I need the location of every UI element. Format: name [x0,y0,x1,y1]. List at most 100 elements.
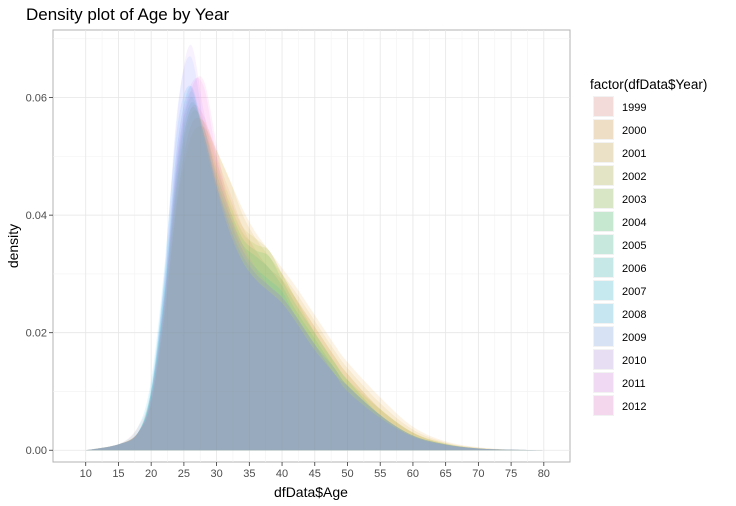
legend-key-background [593,326,614,347]
legend-key-background [593,165,614,186]
x-tick-label: 65 [440,468,452,480]
legend-item-2011: 2011 [593,372,646,393]
x-tick-label: 20 [145,468,157,480]
legend-item-2007: 2007 [593,280,646,301]
legend-swatch [594,350,613,369]
legend-swatch [594,235,613,254]
legend-key-background [593,395,614,416]
legend: 1999 2000 2001 2002 2003 2004 2005 2006 2007 2008… [593,96,646,416]
x-tick-label: 15 [112,468,124,480]
y-tick-label: 0.02 [26,328,47,340]
density-areas [85,44,544,451]
x-tick-label: 70 [472,468,484,480]
y-tick-label: 0.04 [26,210,47,222]
density-area-2010 [85,44,544,451]
x-tick-label: 30 [210,468,222,480]
legend-key-background [593,96,614,117]
legend-label: 2012 [622,401,646,413]
legend-swatch [594,304,613,323]
x-tick-label: 10 [80,468,92,480]
x-axis-ticks: 10 15 20 25 30 35 40 45 50 55 60 65 70 75 80 [80,462,550,480]
x-tick-label: 60 [407,468,419,480]
legend-key-background [593,303,614,324]
density-area-2004 [85,101,544,451]
legend-swatch [594,373,613,392]
x-axis-label: dfData$Age [274,484,348,500]
density-area-2000 [85,126,544,451]
legend-item-2005: 2005 [593,234,646,255]
legend-key-background [593,349,614,370]
legend-label: 2003 [622,194,646,206]
legend-item-2001: 2001 [593,142,646,163]
legend-item-2012: 2012 [593,395,646,416]
legend-swatch [594,97,613,116]
legend-item-2002: 2002 [593,165,646,186]
legend-item-2009: 2009 [593,326,646,347]
legend-key-background [593,142,614,163]
legend-key-background [593,234,614,255]
legend-swatch [594,212,613,231]
legend-item-2006: 2006 [593,257,646,278]
y-axis-label: density [5,224,21,268]
legend-label: 2006 [622,263,646,275]
legend-item-2008: 2008 [593,303,646,324]
density-area-1999 [85,104,544,451]
x-tick-label: 35 [243,468,255,480]
density-area-2008 [85,85,544,451]
density-area-2002 [85,110,544,451]
x-tick-label: 25 [178,468,190,480]
minor-gridlines [53,30,570,462]
legend-label: 1999 [622,102,646,114]
legend-swatch [594,166,613,185]
legend-swatch [594,189,613,208]
major-gridlines [53,30,570,462]
x-tick-label: 80 [538,468,550,480]
legend-item-2003: 2003 [593,188,646,209]
legend-swatch [594,143,613,162]
y-axis-ticks: 0.00 0.02 0.04 0.06 [26,93,53,457]
legend-swatch [594,396,613,415]
x-tick-label: 75 [505,468,517,480]
legend-label: 2010 [622,355,646,367]
x-tick-label: 50 [341,468,353,480]
density-area-2006 [85,91,544,451]
density-area-2011 [85,77,544,451]
legend-label: 2004 [622,217,646,229]
density-area-2012 [85,76,544,451]
legend-title: factor(dfData$Year) [590,77,707,92]
legend-key-background [593,188,614,209]
legend-label: 2007 [622,286,646,298]
legend-key-background [593,257,614,278]
density-area-2009 [85,56,544,451]
legend-item-2000: 2000 [593,119,646,140]
legend-label: 2008 [622,309,646,321]
chart-title: Density plot of Age by Year [26,5,230,24]
x-tick-label: 40 [276,468,288,480]
legend-label: 2009 [622,332,646,344]
legend-item-2004: 2004 [593,211,646,232]
x-tick-label: 55 [374,468,386,480]
density-area-2005 [85,96,544,451]
density-area-2003 [85,106,544,451]
legend-label: 2002 [622,171,646,183]
legend-swatch [594,120,613,139]
legend-item-1999: 1999 [593,96,646,117]
legend-key-background [593,280,614,301]
density-area-2001 [85,117,544,451]
x-tick-label: 45 [309,468,321,480]
legend-key-background [593,372,614,393]
y-tick-label: 0.06 [26,93,47,105]
legend-item-2010: 2010 [593,349,646,370]
legend-key-background [593,119,614,140]
legend-swatch [594,258,613,277]
legend-label: 2001 [622,148,646,160]
legend-label: 2005 [622,240,646,252]
plot-panel [52,29,571,463]
legend-label: 2011 [622,378,646,390]
density-area-2007 [85,85,544,451]
y-tick-label: 0.00 [26,445,47,457]
legend-swatch [594,327,613,346]
legend-swatch [594,281,613,300]
legend-key-background [593,211,614,232]
